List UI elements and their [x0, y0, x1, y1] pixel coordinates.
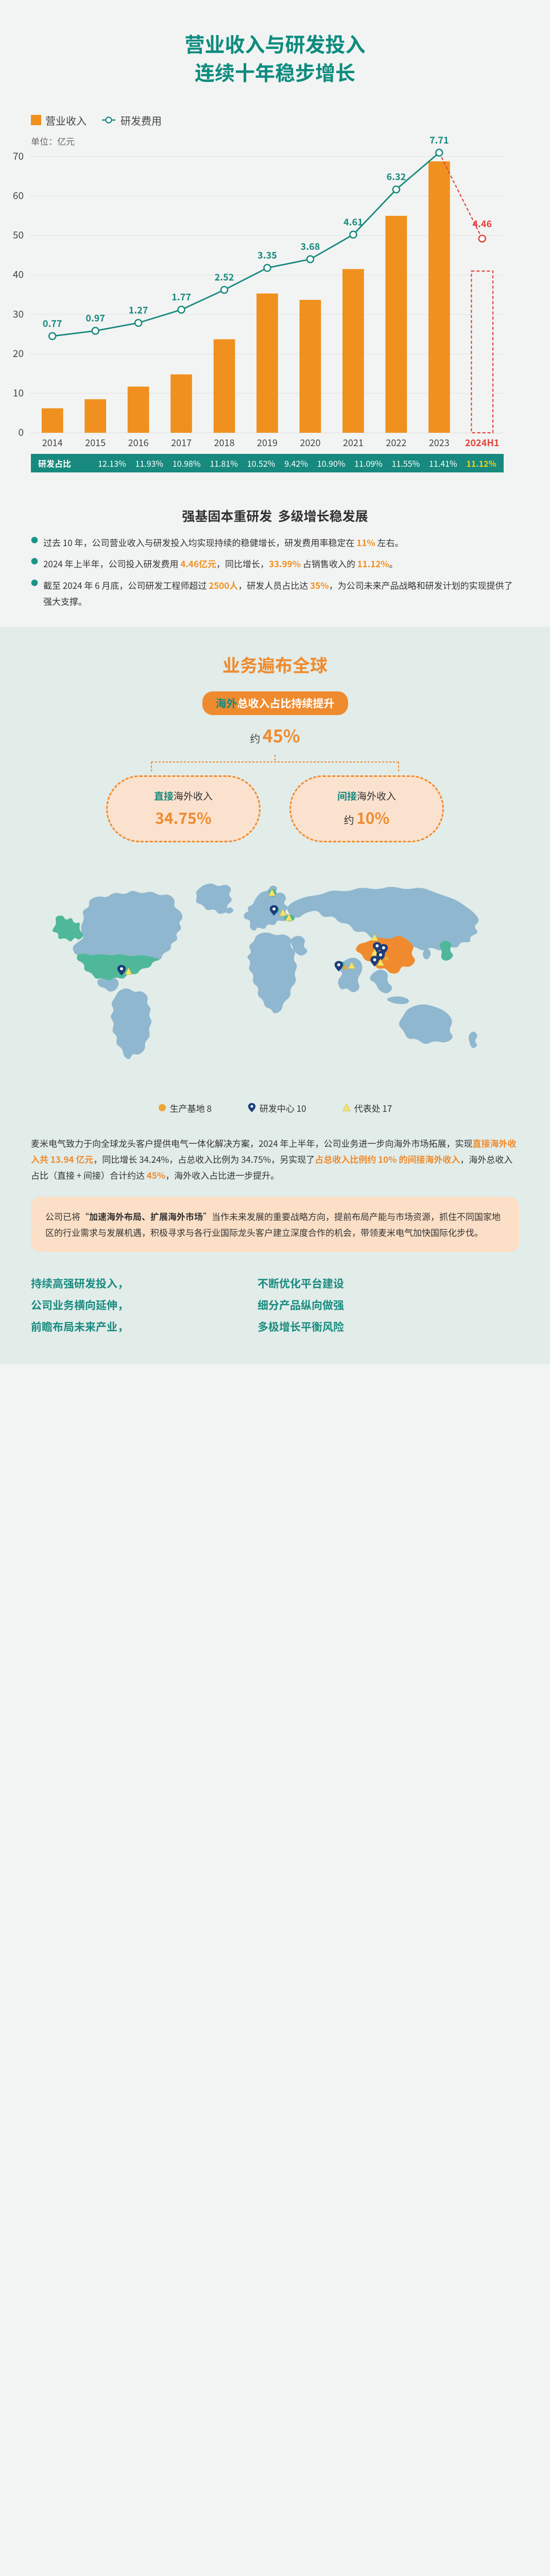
svg-text:4.46: 4.46 [472, 217, 492, 230]
svg-text:20: 20 [13, 346, 24, 360]
svg-text:2022: 2022 [386, 436, 406, 449]
svg-text:7.71: 7.71 [429, 136, 449, 146]
svg-text:60: 60 [13, 188, 24, 202]
svg-text:2014: 2014 [42, 436, 63, 449]
svg-text:2017: 2017 [171, 436, 192, 449]
svg-text:4.61: 4.61 [343, 215, 363, 228]
svg-text:10: 10 [13, 385, 24, 399]
svg-text:0: 0 [18, 425, 24, 439]
svg-text:1.27: 1.27 [129, 303, 148, 316]
svg-text:40: 40 [13, 267, 24, 281]
svg-text:2020: 2020 [300, 436, 321, 449]
svg-text:2023: 2023 [429, 436, 450, 449]
svg-text:0.77: 0.77 [43, 316, 62, 330]
svg-text:2021: 2021 [343, 436, 364, 449]
svg-text:2019: 2019 [257, 436, 278, 449]
svg-text:50: 50 [13, 228, 24, 242]
svg-text:2024H1: 2024H1 [465, 436, 500, 449]
svg-text:1.77: 1.77 [171, 290, 191, 303]
svg-text:2.52: 2.52 [215, 270, 234, 283]
svg-text:6.32: 6.32 [387, 170, 406, 183]
svg-text:30: 30 [13, 307, 24, 320]
svg-text:70: 70 [13, 149, 24, 163]
svg-text:0.97: 0.97 [85, 311, 105, 325]
svg-text:3.35: 3.35 [257, 248, 277, 262]
svg-text:2016: 2016 [128, 436, 149, 449]
svg-text:2018: 2018 [214, 436, 235, 449]
svg-text:2015: 2015 [85, 436, 106, 449]
svg-text:3.68: 3.68 [301, 240, 320, 253]
